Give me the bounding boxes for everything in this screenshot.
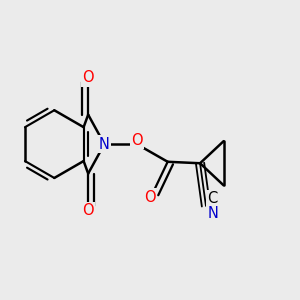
Text: O: O — [82, 203, 94, 218]
Text: O: O — [144, 190, 156, 205]
Text: O: O — [82, 70, 94, 86]
Text: C: C — [207, 191, 217, 206]
Text: O: O — [131, 133, 142, 148]
Text: N: N — [99, 136, 110, 152]
Text: N: N — [208, 206, 219, 221]
